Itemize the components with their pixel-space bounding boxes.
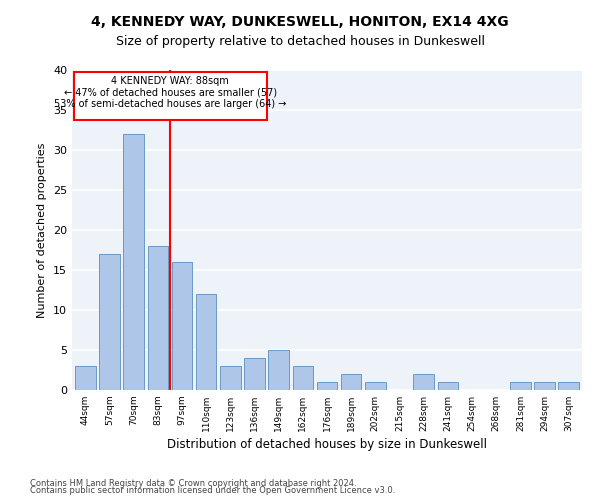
Text: ← 47% of detached houses are smaller (57): ← 47% of detached houses are smaller (57…	[64, 88, 277, 98]
Y-axis label: Number of detached properties: Number of detached properties	[37, 142, 47, 318]
Bar	[75, 366, 95, 390]
Bar	[196, 294, 217, 390]
Bar	[74, 72, 266, 120]
Text: 4, KENNEDY WAY, DUNKESWELL, HONITON, EX14 4XG: 4, KENNEDY WAY, DUNKESWELL, HONITON, EX1…	[91, 15, 509, 29]
Bar	[220, 366, 241, 390]
Text: 4 KENNEDY WAY: 88sqm: 4 KENNEDY WAY: 88sqm	[111, 76, 229, 86]
Bar	[172, 262, 192, 390]
Bar	[534, 382, 555, 390]
Bar	[413, 374, 434, 390]
Text: Size of property relative to detached houses in Dunkeswell: Size of property relative to detached ho…	[115, 35, 485, 48]
Bar	[148, 246, 168, 390]
Bar	[293, 366, 313, 390]
Bar	[559, 382, 579, 390]
Bar	[268, 350, 289, 390]
Bar	[341, 374, 361, 390]
Bar	[365, 382, 386, 390]
Text: Contains public sector information licensed under the Open Government Licence v3: Contains public sector information licen…	[30, 486, 395, 495]
Bar	[437, 382, 458, 390]
Bar	[244, 358, 265, 390]
Bar	[124, 134, 144, 390]
Bar	[317, 382, 337, 390]
X-axis label: Distribution of detached houses by size in Dunkeswell: Distribution of detached houses by size …	[167, 438, 487, 451]
Bar	[99, 254, 120, 390]
Bar	[510, 382, 530, 390]
Text: Contains HM Land Registry data © Crown copyright and database right 2024.: Contains HM Land Registry data © Crown c…	[30, 478, 356, 488]
Text: 53% of semi-detached houses are larger (64) →: 53% of semi-detached houses are larger (…	[54, 99, 286, 109]
